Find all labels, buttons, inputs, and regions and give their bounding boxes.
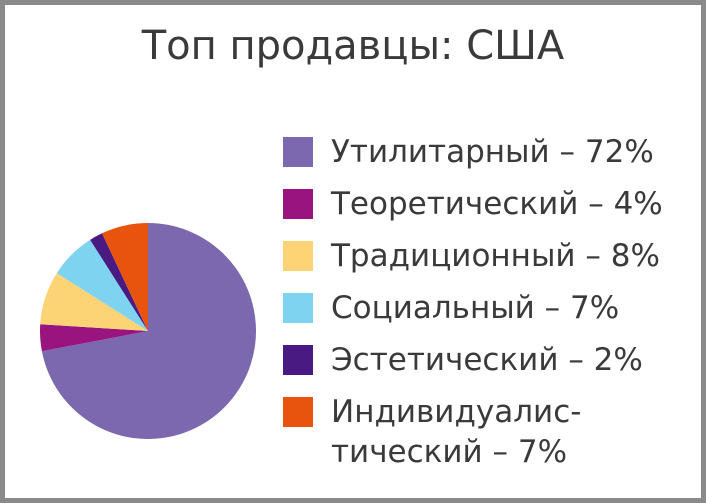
pie-slice: [102, 223, 148, 331]
legend: Утилитарный – 72% Теоретический – 4% Тради…: [283, 132, 663, 484]
legend-item: Утилитарный – 72%: [283, 132, 663, 172]
legend-item: Эстетический – 2%: [283, 340, 663, 380]
legend-label: Теоретический – 4%: [331, 186, 663, 222]
legend-swatch: [283, 241, 313, 271]
legend-label: Эстетический – 2%: [331, 342, 643, 378]
pie-slice: [41, 223, 256, 439]
legend-swatch: [283, 189, 313, 219]
legend-swatch: [283, 293, 313, 323]
legend-label: Традиционный – 8%: [331, 238, 660, 274]
chart-title: Топ продавцы: США: [141, 23, 565, 69]
pie-slice: [90, 233, 148, 331]
legend-swatch: [283, 137, 313, 167]
legend-label: Социальный – 7%: [331, 290, 620, 326]
pie-slice: [39, 324, 148, 352]
pie-slice: [40, 273, 148, 331]
legend-label: Индивидуалис- тический – 7%: [331, 394, 582, 470]
pie-chart: [39, 223, 256, 439]
legend-swatch: [283, 397, 313, 427]
legend-item: Индивидуалис- тический – 7%: [283, 392, 663, 472]
pie-slice: [56, 239, 148, 331]
legend-item: Традиционный – 8%: [283, 236, 663, 276]
legend-item: Теоретический – 4%: [283, 184, 663, 224]
legend-item: Социальный – 7%: [283, 288, 663, 328]
legend-swatch: [283, 345, 313, 375]
legend-label: Утилитарный – 72%: [331, 134, 654, 170]
